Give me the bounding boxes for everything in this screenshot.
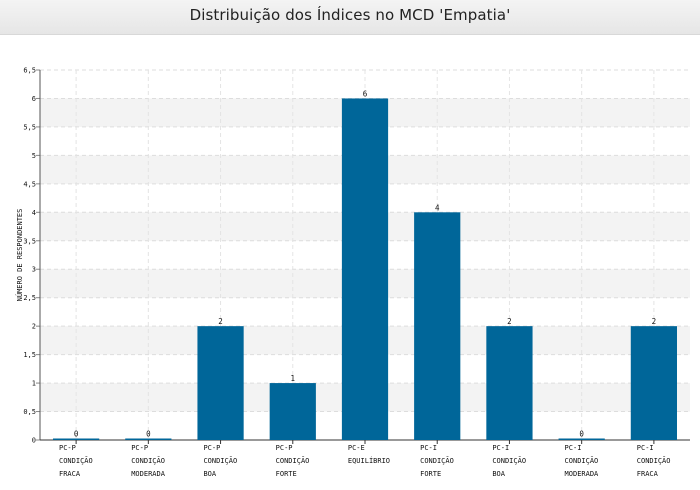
bar [558, 438, 605, 440]
data-label: 1 [291, 374, 296, 383]
y-tick-label: 4,5 [23, 180, 36, 188]
category-label-line: PC-I [420, 444, 437, 452]
y-tick-label: 1,5 [23, 351, 36, 359]
bar [53, 438, 100, 440]
category-label-line: PC-E [348, 444, 365, 452]
data-label: 0 [146, 430, 151, 439]
category-label-line: CONDIÇÃO [276, 456, 310, 465]
y-tick-label: 6,5 [23, 67, 36, 75]
category-label-line: FORTE [276, 470, 297, 478]
y-tick-label: 0 [32, 437, 36, 445]
category-label-line: BOA [203, 470, 216, 478]
category-label-line: CONDIÇÃO [203, 456, 237, 465]
y-tick-label: 3,5 [23, 237, 36, 245]
y-axis-label: NÚMERO DE RESPONDENTES [15, 209, 24, 302]
category-label-line: BOA [492, 470, 505, 478]
category-label-line: MODERADA [131, 470, 166, 478]
bar [197, 326, 244, 440]
category-label-line: CONDIÇÃO [59, 456, 93, 465]
data-label: 4 [435, 203, 440, 212]
category-label-line: EQUILÍBRIO [348, 456, 390, 465]
category-label-line: PC-P [131, 444, 148, 452]
bar [269, 383, 316, 440]
category-label-line: CONDIÇÃO [131, 456, 165, 465]
category-label: PC-P CONDIÇÃO BOA [203, 444, 237, 478]
y-tick-label: 4 [32, 209, 36, 217]
bar [630, 326, 677, 440]
category-label-line: PC-I [637, 444, 654, 452]
category-label-line: PC-I [492, 444, 509, 452]
title-band [0, 0, 700, 35]
category-label: PC-I CONDIÇÃO MODERADA [565, 444, 600, 478]
y-tick-label: 1 [32, 380, 36, 388]
category-label-line: CONDIÇÃO [637, 456, 671, 465]
category-label-line: PC-P [59, 444, 76, 452]
category-label: PC-E EQUILÍBRIO [348, 444, 390, 465]
data-label: 2 [218, 317, 223, 326]
category-label-line: FORTE [420, 470, 441, 478]
bar [125, 438, 172, 440]
chart-title: Distribuição dos Índices no MCD 'Empatia… [189, 6, 511, 24]
y-tick-label: 3 [32, 266, 36, 274]
category-label-line: CONDIÇÃO [492, 456, 526, 465]
category-label: PC-P CONDIÇÃO MODERADA [131, 444, 166, 478]
category-label-line: CONDIÇÃO [420, 456, 454, 465]
data-label: 0 [74, 430, 79, 439]
category-label-line: FRACA [637, 470, 659, 478]
category-label: PC-P CONDIÇÃO FRACA [59, 444, 93, 478]
category-label: PC-I CONDIÇÃO FRACA [637, 444, 671, 478]
category-label-line: PC-I [565, 444, 582, 452]
category-label: PC-I CONDIÇÃO FORTE [420, 444, 454, 478]
data-label: 2 [507, 317, 512, 326]
y-tick-label: 2,5 [23, 294, 36, 302]
data-label: 6 [363, 89, 368, 98]
category-label-line: PC-P [203, 444, 220, 452]
y-tick-label: 6 [32, 95, 36, 103]
category-label-line: FRACA [59, 470, 81, 478]
category-label-line: PC-P [276, 444, 293, 452]
y-tick-label: 5,5 [23, 123, 36, 131]
y-tick-label: 0,5 [23, 408, 36, 416]
y-tick-label: 5 [32, 152, 36, 160]
category-label: PC-P CONDIÇÃO FORTE [276, 444, 310, 478]
data-label: 0 [579, 430, 584, 439]
y-tick-label: 2 [32, 323, 36, 331]
category-label-line: MODERADA [565, 470, 600, 478]
bar [414, 212, 461, 440]
bar [341, 98, 389, 440]
category-label-line: CONDIÇÃO [565, 456, 599, 465]
data-label: 2 [652, 317, 657, 326]
category-label: PC-I CONDIÇÃO BOA [492, 444, 526, 478]
bar [486, 326, 533, 440]
